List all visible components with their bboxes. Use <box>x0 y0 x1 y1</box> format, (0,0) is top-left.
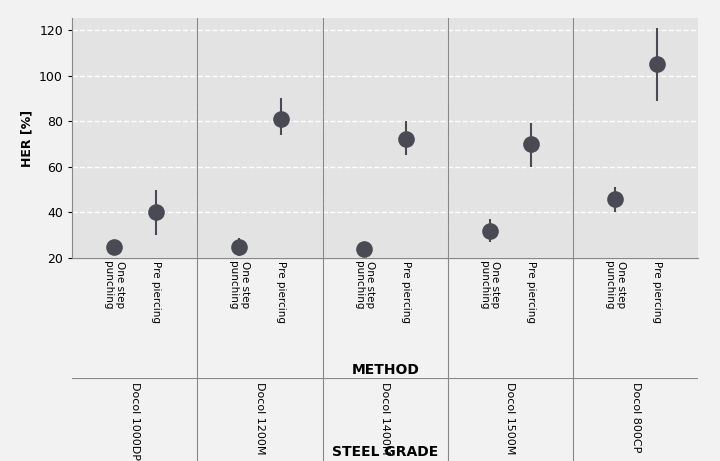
Text: Docol 800CP: Docol 800CP <box>631 382 641 453</box>
Text: Pre piercing: Pre piercing <box>401 260 411 323</box>
Text: One step
punching: One step punching <box>354 260 375 309</box>
Text: Docol 1000DP: Docol 1000DP <box>130 382 140 460</box>
Text: Docol 1200M: Docol 1200M <box>255 382 265 455</box>
Text: Docol 1400M: Docol 1400M <box>380 382 390 455</box>
Text: One step
punching: One step punching <box>103 260 125 309</box>
Text: METHOD: METHOD <box>351 363 419 377</box>
Text: Pre piercing: Pre piercing <box>526 260 536 323</box>
Text: Pre piercing: Pre piercing <box>150 260 161 323</box>
Text: One step
punching: One step punching <box>479 260 500 309</box>
Text: Pre piercing: Pre piercing <box>276 260 286 323</box>
Text: One step
punching: One step punching <box>228 260 250 309</box>
Text: Docol 1500M: Docol 1500M <box>505 382 516 455</box>
Text: STEEL GRADE: STEEL GRADE <box>332 445 438 459</box>
Text: Pre piercing: Pre piercing <box>652 260 662 323</box>
Text: One step
punching: One step punching <box>604 260 626 309</box>
Y-axis label: HER [%]: HER [%] <box>21 110 34 167</box>
